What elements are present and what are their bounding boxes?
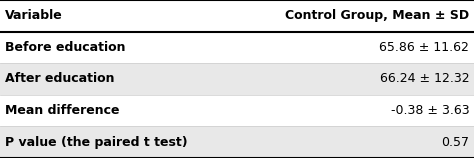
Text: Before education: Before education	[5, 41, 125, 54]
Text: 0.57: 0.57	[441, 136, 469, 149]
Bar	[0, 95, 474, 126]
Text: 65.86 ± 11.62: 65.86 ± 11.62	[379, 41, 469, 54]
Bar	[0, 32, 474, 63]
Text: Variable: Variable	[5, 9, 63, 22]
Bar	[0, 126, 474, 158]
Text: After education: After education	[5, 73, 114, 85]
Text: Mean difference: Mean difference	[5, 104, 119, 117]
Text: -0.38 ± 3.63: -0.38 ± 3.63	[391, 104, 469, 117]
Text: P value (the paired t test): P value (the paired t test)	[5, 136, 187, 149]
Bar	[0, 63, 474, 95]
Text: 66.24 ± 12.32: 66.24 ± 12.32	[380, 73, 469, 85]
Text: Control Group, Mean ± SD: Control Group, Mean ± SD	[285, 9, 469, 22]
Bar	[0, 0, 474, 32]
